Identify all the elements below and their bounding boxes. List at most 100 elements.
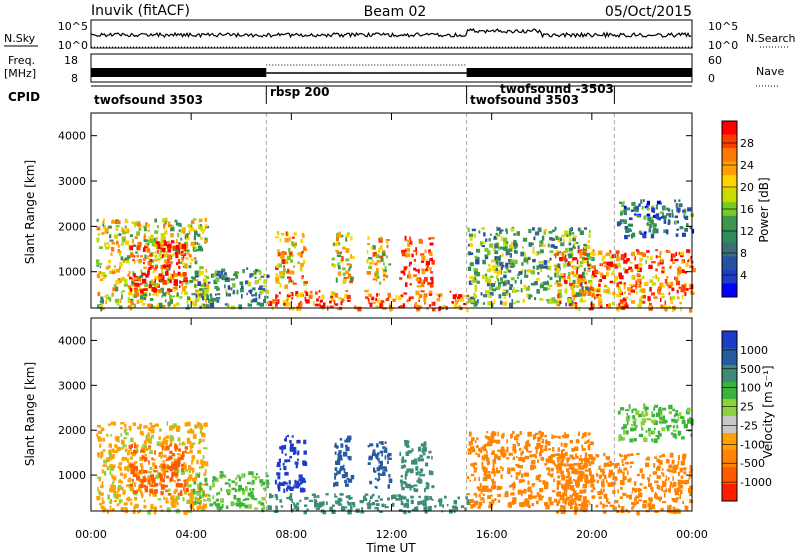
range-cell <box>195 275 199 278</box>
range-cell <box>499 284 501 289</box>
range-cell <box>110 421 115 426</box>
range-cell <box>678 251 681 256</box>
range-cell <box>162 471 166 476</box>
range-cell <box>555 236 560 240</box>
range-cell <box>160 264 165 270</box>
range-cell <box>398 495 402 501</box>
range-cell <box>103 459 108 464</box>
colorbar-cell <box>722 269 737 284</box>
range-cell <box>620 212 623 216</box>
range-cell <box>626 420 629 426</box>
range-cell <box>560 273 565 276</box>
range-cell <box>161 287 164 290</box>
range-cell <box>100 296 104 300</box>
range-cell <box>99 502 103 506</box>
range-cell <box>572 265 577 270</box>
range-cell <box>154 466 156 469</box>
range-cell <box>372 252 375 257</box>
range-cell <box>227 490 232 493</box>
range-cell <box>215 498 220 502</box>
range-cell <box>494 250 499 255</box>
range-cell <box>568 303 572 307</box>
range-cell <box>502 237 508 242</box>
range-cell <box>169 294 172 299</box>
colorbar-cell <box>722 348 737 366</box>
range-cell <box>118 250 122 253</box>
range-cell <box>277 252 281 257</box>
range-cell <box>429 258 432 262</box>
range-cell <box>514 245 517 249</box>
range-cell <box>173 273 178 277</box>
range-cell <box>515 434 520 438</box>
range-cell <box>166 435 169 439</box>
range-cell <box>387 292 391 298</box>
range-cell <box>300 262 304 267</box>
range-cell <box>554 498 558 503</box>
range-cell <box>175 499 178 504</box>
range-cell <box>161 267 163 273</box>
range-cell <box>251 294 256 297</box>
range-cell <box>686 223 689 227</box>
range-cell <box>160 468 166 472</box>
range-cell <box>689 225 693 230</box>
range-cell <box>646 213 651 217</box>
range-cell <box>473 294 477 298</box>
range-cell <box>638 302 642 305</box>
range-cell <box>162 292 167 297</box>
range-cell <box>130 234 133 237</box>
range-cell <box>423 506 428 511</box>
range-cell <box>288 281 290 284</box>
date-label: 05/Oct/2015 <box>605 4 692 20</box>
range-cell <box>305 299 310 304</box>
range-cell <box>630 251 636 257</box>
range-cell <box>608 464 612 467</box>
colorbar-tick-label: 24 <box>740 159 754 172</box>
range-cell <box>154 465 158 469</box>
range-cell <box>471 437 475 442</box>
range-cell <box>202 455 205 460</box>
range-cell <box>202 483 206 486</box>
range-cell <box>456 506 459 511</box>
range-cell <box>260 482 263 487</box>
range-cell <box>532 259 536 263</box>
range-cell <box>139 463 143 467</box>
range-cell <box>589 480 591 484</box>
range-cell <box>480 497 485 501</box>
range-cell <box>178 442 181 446</box>
range-cell <box>151 280 153 285</box>
range-cell <box>588 454 592 457</box>
range-cell <box>495 260 498 265</box>
range-cell <box>688 474 693 478</box>
range-cell <box>482 445 486 450</box>
range-cell <box>238 476 242 482</box>
range-cell <box>165 264 171 267</box>
range-cell <box>632 277 635 280</box>
range-cell <box>154 450 156 455</box>
range-cell <box>120 480 123 484</box>
range-cell <box>143 505 147 509</box>
range-cell <box>102 464 107 467</box>
range-cell <box>465 495 468 500</box>
range-cell <box>214 477 219 482</box>
colorbar-tick-label: -500 <box>740 457 765 470</box>
colorbar-frame <box>721 330 738 502</box>
range-cell <box>107 494 110 500</box>
range-cell <box>667 208 671 212</box>
beam-label: Beam 02 <box>364 4 427 20</box>
range-cell <box>653 214 658 218</box>
range-cell <box>100 485 104 489</box>
range-cell <box>627 470 629 475</box>
range-cell <box>611 472 614 476</box>
range-cell <box>429 496 432 500</box>
range-cell <box>514 242 518 247</box>
range-cell <box>464 507 467 511</box>
range-cell <box>198 472 201 476</box>
range-cell <box>689 307 693 313</box>
range-cell <box>192 459 195 462</box>
range-cell <box>196 505 199 511</box>
range-cell <box>140 255 143 258</box>
range-cell <box>139 275 144 278</box>
range-cell <box>491 303 494 307</box>
range-cell <box>293 484 295 489</box>
range-cell <box>185 490 189 492</box>
